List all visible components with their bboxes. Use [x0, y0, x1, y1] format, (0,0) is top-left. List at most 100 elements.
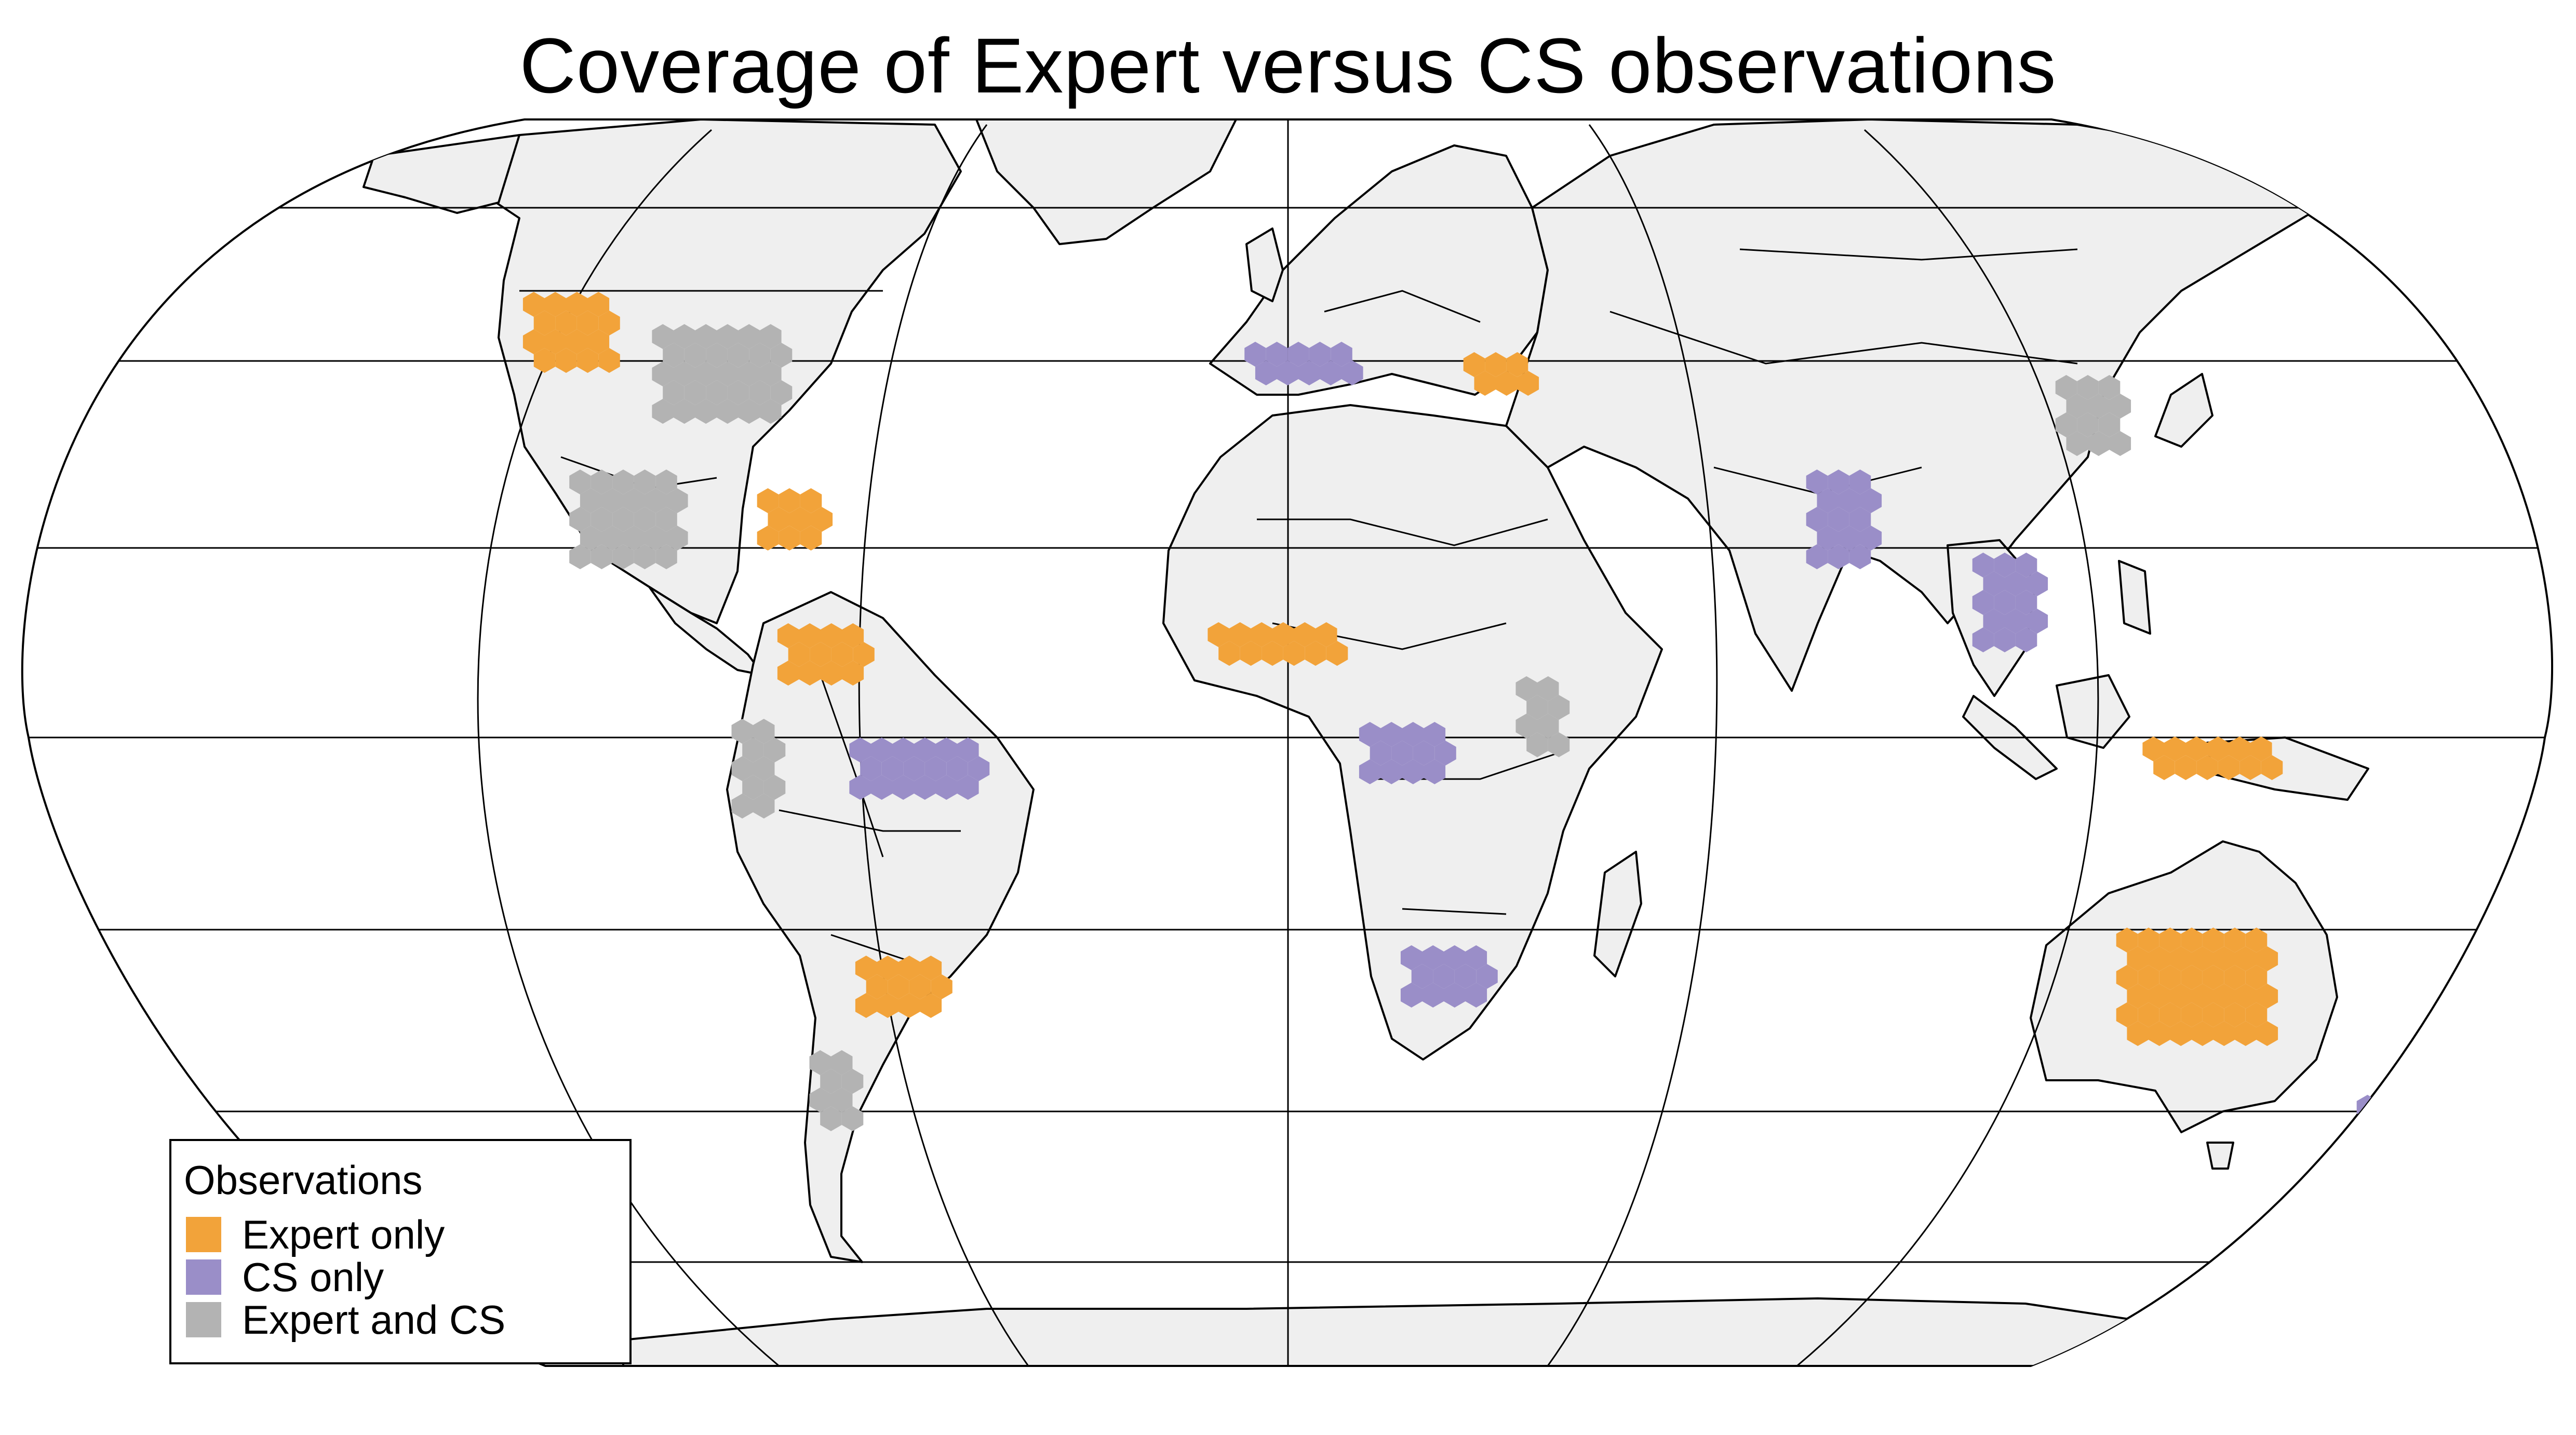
coverage-hex-western-usa	[576, 311, 599, 336]
coverage-hex-amazon-brazil	[860, 756, 882, 781]
coverage-hex-australia	[2235, 984, 2257, 1009]
coverage-hex-eastern-usa	[717, 324, 739, 349]
coverage-hex-southern-brazil-paraguay	[877, 956, 898, 981]
coverage-hex-western-usa	[533, 348, 556, 373]
coverage-hex-western-usa	[544, 329, 566, 354]
coverage-hex-east-africa	[1526, 695, 1548, 720]
coverage-hex-southern-africa	[1444, 983, 1466, 1008]
coverage-hex-mexico-central-america	[591, 470, 613, 494]
coverage-hex-argentina-chile	[809, 1088, 831, 1112]
coverage-hex-central-africa	[1424, 722, 1446, 747]
coverage-hex-mexico-central-america	[612, 470, 634, 494]
coverage-hex-amazon-brazil	[946, 756, 968, 781]
coverage-hex-amazon-brazil	[914, 775, 936, 800]
coverage-hex-amazon-brazil	[935, 737, 958, 762]
coverage-hex-southern-brazil-paraguay	[898, 993, 920, 1018]
coverage-hex-southeast-asia	[2015, 627, 2037, 652]
coverage-hex-andes	[753, 756, 775, 781]
coverage-hex-eastern-usa	[760, 361, 782, 386]
map-title: Coverage of Expert versus CS observation…	[519, 22, 2057, 109]
coverage-hex-northern-south-america	[831, 642, 853, 667]
coverage-hex-eastern-usa	[695, 399, 717, 424]
coverage-hex-mexico-central-america	[623, 526, 645, 551]
coverage-hex-southern-africa	[1454, 964, 1477, 989]
coverage-hex-amazon-brazil	[957, 775, 979, 800]
coverage-hex-iberia-mediterranean	[1255, 360, 1277, 385]
coverage-hex-iberia-mediterranean	[1244, 342, 1266, 367]
coverage-hex-turkey	[1506, 352, 1528, 377]
coverage-hex-mexico-central-america	[569, 544, 591, 569]
coverage-hex-amazon-brazil	[957, 737, 979, 762]
coverage-hex-mexico-central-america	[666, 526, 688, 551]
coverage-hex-central-africa	[1359, 722, 1381, 747]
alaska	[363, 134, 520, 214]
coverage-hex-turkey	[1474, 371, 1496, 396]
coverage-hex-mexico-central-america	[634, 470, 656, 494]
coverage-hex-eastern-usa	[673, 399, 695, 424]
coverage-hex-southern-africa	[1465, 983, 1487, 1008]
legend-swatch-cs-only	[186, 1259, 221, 1295]
coverage-hex-andes	[753, 719, 775, 744]
coverage-hex-australia	[2202, 965, 2224, 990]
coverage-hex-east-africa	[1537, 676, 1559, 701]
coverage-hex-southern-africa	[1411, 964, 1433, 989]
coverage-hex-iberia-mediterranean	[1266, 342, 1288, 367]
coverage-hex-australia	[2148, 946, 2170, 971]
coverage-hex-australia	[2127, 946, 2149, 971]
coverage-hex-mexico-central-america	[634, 507, 656, 532]
coverage-hex-amazon-brazil	[903, 756, 925, 781]
coverage-hex-iberia-mediterranean	[1341, 360, 1363, 385]
coverage-hex-central-africa	[1370, 741, 1392, 766]
legend: Observations Expert only CS only Expert …	[169, 1139, 632, 1364]
coverage-hex-northern-south-america	[821, 623, 842, 648]
coverage-hex-caribbean	[779, 488, 800, 513]
coverage-hex-east-asia	[2066, 431, 2088, 456]
coverage-hex-argentina-chile	[809, 1050, 831, 1075]
coverage-hex-east-asia	[2055, 375, 2077, 400]
coverage-hex-caribbean	[757, 488, 779, 513]
coverage-hex-mexico-central-america	[655, 544, 677, 569]
coverage-hex-central-africa	[1359, 759, 1381, 784]
coverage-hex-australia	[2159, 1002, 2181, 1027]
coverage-hex-western-usa	[544, 292, 566, 317]
coverage-hex-western-usa	[598, 311, 620, 336]
coverage-hex-amazon-brazil	[870, 775, 893, 800]
coverage-hex-west-africa	[1326, 641, 1348, 666]
coverage-hex-southern-africa	[1465, 945, 1487, 970]
coverage-hex-southern-africa	[1476, 964, 1498, 989]
coverage-hex-india	[1806, 470, 1828, 494]
coverage-hex-central-africa	[1402, 759, 1424, 784]
coverage-hex-eastern-usa	[727, 380, 749, 405]
coverage-hex-indonesia-new-guinea	[2218, 755, 2240, 780]
greenland	[975, 119, 1237, 245]
coverage-hex-eastern-usa	[738, 361, 760, 386]
coverage-hex-indonesia-new-guinea	[2207, 736, 2229, 761]
coverage-hexes	[522, 292, 2433, 1138]
coverage-hex-mexico-central-america	[655, 507, 677, 532]
coverage-hex-india	[1806, 544, 1828, 569]
coverage-hex-central-africa	[1434, 741, 1456, 766]
coverage-hex-southeast-asia	[1994, 627, 2016, 652]
coverage-hex-east-asia	[2098, 412, 2121, 437]
coverage-hex-australia	[2245, 1002, 2268, 1027]
coverage-hex-australia	[2213, 946, 2235, 971]
coverage-hex-east-asia	[2088, 431, 2110, 456]
coverage-hex-turkey	[1463, 352, 1485, 377]
coverage-hex-eastern-usa	[684, 380, 706, 405]
coverage-hex-amazon-brazil	[924, 756, 947, 781]
coverage-hex-mexico-central-america	[569, 507, 591, 532]
coverage-hex-australia	[2224, 1002, 2246, 1027]
coverage-hex-west-africa	[1294, 622, 1316, 647]
coverage-hex-eastern-usa	[749, 343, 771, 368]
coverage-hex-mexico-central-america	[580, 488, 602, 513]
coverage-hex-new-zealand	[2378, 1095, 2400, 1120]
legend-item-expert-only: Expert only	[186, 1212, 445, 1257]
coverage-hex-southern-brazil-paraguay	[920, 993, 942, 1018]
coverage-hex-southeast-asia	[2015, 590, 2037, 615]
coverage-hex-andes	[742, 737, 764, 762]
coverage-hex-australia	[2256, 1021, 2278, 1046]
madagascar	[1593, 851, 1642, 977]
coverage-hex-australia	[2245, 965, 2268, 990]
coverage-hex-southeast-asia	[2015, 553, 2037, 578]
